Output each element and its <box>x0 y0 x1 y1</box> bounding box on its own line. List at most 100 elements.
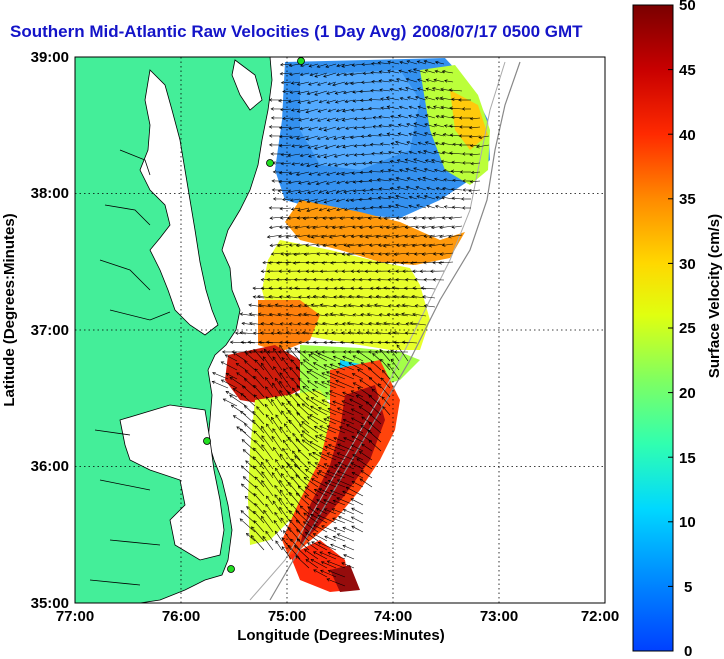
velocity-vector-head <box>405 167 409 172</box>
velocity-vector <box>319 189 328 193</box>
velocity-vector-head <box>317 406 322 411</box>
velocity-vector-head <box>302 350 306 354</box>
velocity-vector <box>303 313 319 317</box>
velocity-vector-head <box>326 208 331 212</box>
velocity-vector-head <box>417 87 421 91</box>
velocity-vector <box>369 225 382 228</box>
velocity-vector <box>468 189 481 192</box>
velocity-vector <box>329 341 346 344</box>
velocity-vector <box>452 179 463 182</box>
velocity-vector <box>370 287 382 290</box>
velocity-vector <box>378 216 391 219</box>
velocity-vector-head <box>355 395 360 399</box>
velocity-vector <box>351 444 364 452</box>
velocity-vector <box>299 198 310 202</box>
velocity-vector-head <box>298 144 303 149</box>
velocity-vector-head <box>397 132 402 136</box>
velocity-vector-head <box>279 322 284 326</box>
velocity-vector-head <box>244 423 248 427</box>
velocity-vector <box>294 455 310 470</box>
velocity-vector <box>252 411 265 425</box>
velocity-vector <box>276 261 292 264</box>
velocity-vector <box>236 372 247 380</box>
velocity-vector-head <box>432 252 437 256</box>
velocity-vector <box>326 578 346 587</box>
velocity-vector <box>449 89 463 92</box>
velocity-vector <box>294 347 310 362</box>
velocity-vector <box>248 341 265 344</box>
velocity-vector-head <box>392 294 397 299</box>
velocity-vector <box>415 305 427 308</box>
velocity-vector-head <box>287 153 291 158</box>
velocity-vector <box>321 372 337 380</box>
velocity-vector <box>294 225 310 229</box>
velocity-vector <box>432 261 445 264</box>
velocity-vector <box>324 198 337 203</box>
velocity-vector-head <box>254 485 259 489</box>
velocity-vector <box>405 225 418 228</box>
velocity-vector-head <box>398 105 403 110</box>
velocity-vector-head <box>337 515 342 519</box>
velocity-vector <box>411 234 427 238</box>
velocity-vector-head <box>375 286 380 290</box>
velocity-vector-head <box>412 269 416 273</box>
velocity-vector <box>367 261 382 264</box>
velocity-vector <box>289 323 301 326</box>
velocity-vector-head <box>423 195 428 199</box>
velocity-vector-head <box>358 451 363 455</box>
velocity-vector <box>275 459 283 470</box>
velocity-vector <box>282 117 292 119</box>
velocity-vector-head <box>342 490 346 494</box>
velocity-vector-head <box>304 486 309 490</box>
velocity-vector-head <box>330 261 334 265</box>
velocity-vector-head <box>435 196 439 200</box>
velocity-vector-head <box>342 145 346 149</box>
velocity-vector-head <box>316 472 321 476</box>
velocity-vector <box>239 518 256 533</box>
velocity-vector-head <box>451 196 456 201</box>
velocity-vector-head <box>333 136 337 140</box>
velocity-vector-head <box>297 181 302 185</box>
velocity-vector <box>322 322 337 326</box>
velocity-vector-head <box>331 508 336 512</box>
velocity-vector <box>298 378 310 389</box>
y-tick-label: 38:00 <box>31 185 69 202</box>
velocity-vector <box>223 398 238 407</box>
velocity-vector-head <box>317 352 321 356</box>
velocity-vector <box>284 423 292 434</box>
velocity-vector <box>289 287 301 290</box>
velocity-vector-head <box>324 445 329 449</box>
velocity-vector-head <box>375 331 379 335</box>
velocity-vector-head <box>297 190 302 194</box>
velocity-vector-head <box>266 495 270 500</box>
velocity-vector <box>425 88 436 92</box>
velocity-vector <box>332 81 346 86</box>
velocity-vector <box>386 225 400 229</box>
velocity-vector <box>307 189 319 194</box>
velocity-vector-head <box>287 180 292 185</box>
velocity-vector <box>244 360 256 371</box>
velocity-vector-head <box>245 532 250 537</box>
velocity-vector-head <box>337 461 342 465</box>
velocity-vector-head <box>261 435 265 439</box>
velocity-vector <box>342 323 355 326</box>
velocity-vector <box>298 189 310 193</box>
velocity-vector-head <box>392 261 397 265</box>
velocity-vector <box>326 189 337 194</box>
velocity-vector <box>307 506 319 515</box>
velocity-vector-head <box>297 100 302 104</box>
velocity-vector <box>367 313 382 317</box>
velocity-vector <box>338 462 355 470</box>
velocity-vector <box>313 362 328 371</box>
velocity-vector-head <box>308 172 312 176</box>
y-tick-label: 36:00 <box>31 458 69 475</box>
velocity-vector <box>334 287 346 290</box>
velocity-vector-head <box>315 508 320 511</box>
velocity-vector <box>309 117 319 121</box>
velocity-vector-head <box>240 393 244 397</box>
velocity-vector <box>428 216 445 219</box>
velocity-vector-head <box>321 350 325 354</box>
velocity-vector-head <box>406 141 410 145</box>
velocity-vector <box>287 216 301 219</box>
velocity-vector-head <box>362 143 366 148</box>
